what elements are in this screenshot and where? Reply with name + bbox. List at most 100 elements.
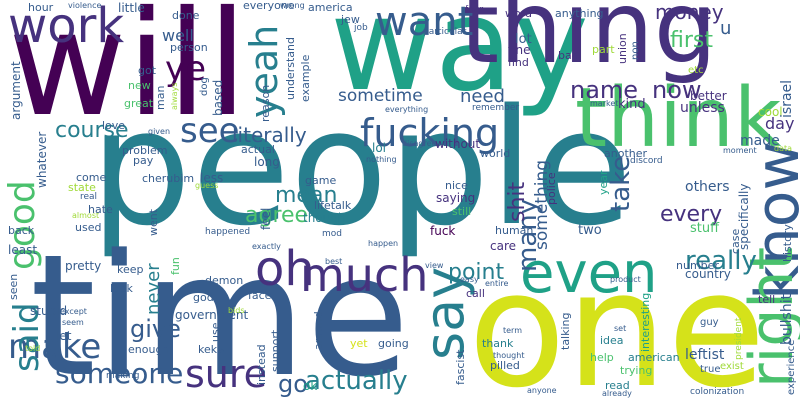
word-disagree: disagree (402, 139, 437, 148)
word-police: police (545, 172, 558, 205)
word-fuck: fuck (430, 224, 456, 238)
word-violence: violence (68, 1, 102, 10)
word-feel: feel (259, 207, 273, 230)
word-idea: idea (600, 334, 624, 347)
word-game: game (305, 174, 337, 187)
word-work: work (8, 0, 125, 54)
word-everything: everything (385, 105, 429, 114)
word-example: example (299, 54, 312, 102)
word-specifically: specifically (737, 183, 751, 250)
word-seem: seem (62, 318, 84, 327)
word-much: much (300, 248, 429, 302)
word-job: job (354, 23, 368, 33)
word-wrong: wrong (280, 1, 305, 10)
word-day: day (765, 114, 795, 133)
word-ye: ye (165, 49, 207, 89)
word-union: union (616, 33, 629, 64)
word-instead: instead (255, 344, 268, 385)
word-make: make (8, 327, 102, 367)
word-nothing: nothing (366, 155, 397, 164)
word-will: will (8, 0, 248, 149)
word-true: true (700, 364, 721, 375)
word-whatever: whatever (35, 131, 49, 188)
word-person: person (170, 41, 208, 54)
word-part: part (592, 43, 615, 56)
word-seen: seen (7, 273, 20, 300)
word-lol: lol (372, 141, 387, 155)
word-cool: cool (758, 105, 783, 119)
word-u: u (720, 18, 732, 39)
word-yet: yet (350, 337, 368, 350)
word-come: come (76, 171, 107, 184)
word-hate: hate (88, 203, 113, 216)
word-face: face (248, 289, 272, 302)
word-still: still (452, 205, 472, 218)
word-one: one (468, 236, 766, 400)
word-number: number (676, 259, 719, 272)
word-use: use (209, 322, 222, 342)
word-government: government (175, 308, 249, 322)
word-find: find (508, 56, 529, 69)
word-support: support (269, 329, 282, 372)
word-god: god (193, 291, 214, 304)
word-now: now (652, 76, 702, 104)
word-american: american (628, 351, 680, 364)
word-agree: agree (245, 203, 309, 228)
word-reason: reason (259, 84, 272, 122)
word-view: view (425, 261, 444, 270)
word-colonization: colonization (690, 387, 745, 397)
word-dog: dog (199, 77, 210, 96)
word-better: better (690, 89, 727, 103)
word-want: want (375, 0, 474, 45)
word-data: data (774, 144, 793, 153)
word-read: read (605, 379, 630, 392)
word-think: think (575, 71, 782, 166)
word-entire: entire (485, 279, 509, 288)
word-trying: trying (620, 364, 653, 377)
word-great: great (124, 97, 154, 110)
word-leftist: leftist (685, 347, 725, 363)
word-around: around (312, 311, 325, 350)
word-guess: guess (195, 181, 219, 190)
word-made: made (740, 133, 780, 149)
word-bullshit: bullshit (779, 293, 795, 345)
word-told: told (25, 344, 41, 353)
word-tell: tell (758, 293, 776, 306)
word-without: without (435, 137, 481, 151)
word-keep: keep (117, 263, 144, 276)
word-kind: kind (618, 97, 646, 112)
word-sometime: sometime (338, 86, 423, 106)
word-long: long (254, 155, 280, 169)
word-america: america (308, 1, 353, 14)
word-experience: experience (786, 339, 797, 395)
word-literally: literally (232, 123, 307, 147)
word-anything: anything (555, 7, 604, 20)
word-world: world (480, 147, 511, 160)
word-give: give (130, 315, 181, 343)
word-human: human (495, 224, 534, 237)
word-exist: exist (720, 361, 744, 372)
word-easy: easy (460, 275, 479, 284)
word-interesting: interesting (639, 292, 652, 352)
word-term: term (503, 326, 522, 335)
word-state: state (68, 181, 96, 194)
word-way: way (330, 0, 589, 120)
word-thought: thought (493, 351, 525, 360)
word-never: never (143, 263, 164, 315)
word-country: country (685, 267, 731, 281)
word-less: less (200, 171, 224, 185)
word-lot: lot (515, 32, 532, 47)
word-little: little (118, 1, 145, 15)
word-market: market (590, 99, 619, 108)
word-enough: enough (128, 343, 170, 356)
word-stuff: stuff (690, 221, 720, 236)
word-back: back (8, 224, 35, 237)
word-israel: israel (779, 79, 795, 118)
word-help: help (590, 351, 614, 364)
word-everyone: everyone (243, 0, 295, 12)
word-demon: demon (205, 274, 244, 287)
word-pilled: pilled (490, 359, 520, 372)
word-call: call (466, 287, 485, 300)
word-see: see (180, 111, 240, 151)
word-product: product (610, 275, 641, 284)
